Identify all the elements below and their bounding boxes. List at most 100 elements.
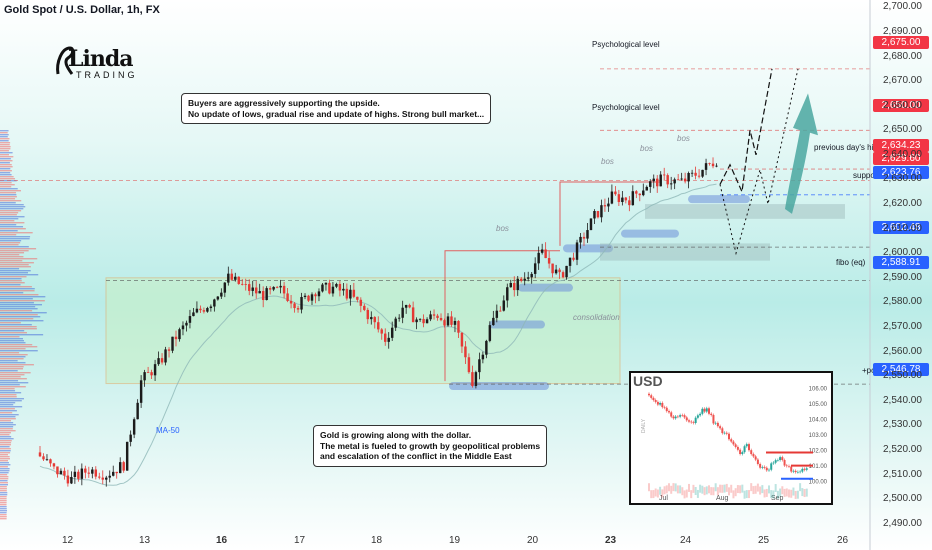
candle-body [206, 308, 209, 312]
order-block-zone [449, 382, 549, 391]
volume-bar [0, 462, 9, 464]
candle-body [275, 286, 279, 288]
inset-candle-body [679, 415, 682, 417]
inset-candle-body [732, 441, 735, 445]
inset-volume-bar [783, 488, 786, 497]
volume-bar [0, 506, 7, 508]
candle-body [42, 456, 45, 460]
inset-candle-body [721, 428, 724, 434]
inset-volume-bar [692, 484, 695, 493]
annot-ma50: MA-50 [156, 426, 180, 435]
candle-body [268, 288, 272, 290]
inset-candle-body [663, 407, 666, 408]
volume-bar [0, 208, 24, 210]
volume-bar [0, 156, 14, 158]
inset-volume-bar [770, 490, 773, 499]
callout-bottom-line-3: and escalation of the conflict in the Mi… [320, 451, 512, 462]
candle-body [202, 310, 206, 312]
inset-candle-body [794, 470, 797, 473]
inset-candle-body [676, 416, 679, 418]
candle-body [676, 179, 680, 181]
inset-candle-body [801, 468, 804, 472]
volume-bar [0, 184, 15, 186]
volume-bar [0, 138, 10, 140]
candle-body [537, 252, 540, 264]
volume-bar [0, 428, 13, 430]
volume-bar [0, 452, 11, 454]
volume-bar [0, 352, 20, 354]
x-tick-label: 25 [758, 535, 770, 546]
volume-bar [0, 170, 12, 172]
candle-body [711, 163, 715, 167]
y-tick-label: 2,550.00 [883, 370, 922, 382]
volume-bar [0, 176, 14, 178]
inset-volume-bar [768, 485, 770, 494]
inset-svg: 106.00 105.00 104.00 103.00 102.00 101.00 100.… [641, 387, 828, 502]
candle-body [387, 337, 390, 342]
x-tick-label: 12 [62, 535, 74, 546]
candle-body [610, 191, 614, 204]
inset-candle-body [761, 466, 764, 468]
annot-bos-3: bos [640, 144, 653, 153]
inset-volume-bar [763, 489, 766, 498]
volume-bar [0, 190, 21, 192]
candle-body [645, 186, 648, 191]
candle-body [582, 236, 586, 239]
inset-candle-body [685, 417, 688, 421]
y-tick-label: 2,490.00 [883, 517, 922, 529]
candle-body [261, 291, 265, 301]
inset-volume-bar [748, 490, 750, 499]
inset-candle-body [710, 413, 713, 415]
inset-y-tick: 103.00 [809, 433, 828, 439]
candles [38, 157, 718, 487]
volume-bar [0, 406, 23, 408]
candle-body [143, 372, 146, 381]
volume-bar [0, 132, 8, 134]
inset-volume-bar [765, 488, 768, 497]
volume-bar [0, 398, 24, 400]
inset-volume-bar [714, 483, 717, 492]
volume-bar [0, 472, 9, 474]
candle-body [530, 273, 533, 278]
volume-bar [0, 432, 11, 434]
volume-bar [0, 492, 8, 494]
candle-body [457, 321, 460, 333]
y-tick-label: 2,570.00 [883, 321, 922, 332]
candle-body [547, 258, 551, 264]
inset-volume-bar [701, 485, 704, 494]
inset-volume-bar [694, 487, 697, 496]
fvg-zone [600, 243, 770, 261]
bos-bracket-2 [559, 181, 660, 246]
candle-body [450, 316, 453, 325]
annot-psych-1: Psychological level [592, 40, 660, 49]
candle-body [436, 315, 439, 318]
bullish-arrow-icon [785, 93, 818, 214]
candle-body [649, 181, 652, 187]
inset-x-tick: Sep [771, 495, 784, 502]
inset-volume-bar [679, 485, 682, 494]
inset-y-tick: 106.00 [809, 387, 828, 393]
candle-body [680, 178, 683, 180]
candle-body [80, 468, 84, 479]
inset-candle-body [739, 449, 742, 455]
y-tick-label: 2,610.00 [883, 222, 922, 234]
candle-body [554, 269, 558, 274]
inset-candle-body [681, 415, 684, 416]
y-tick-label: 2,500.00 [883, 493, 922, 505]
volume-bar [0, 222, 25, 224]
volume-bar [0, 290, 35, 292]
candle-body [666, 175, 669, 185]
candle-body [317, 291, 321, 297]
volume-bar [0, 510, 8, 512]
volume-bar [0, 496, 7, 498]
candle-body [533, 263, 537, 274]
volume-bar [0, 226, 24, 228]
inset-candle-body [741, 452, 744, 455]
candle-body [237, 276, 240, 284]
inset-volume-bar [761, 485, 764, 494]
candle-body [411, 307, 415, 323]
volume-bar [0, 514, 7, 516]
projection-path-2 [719, 68, 799, 256]
